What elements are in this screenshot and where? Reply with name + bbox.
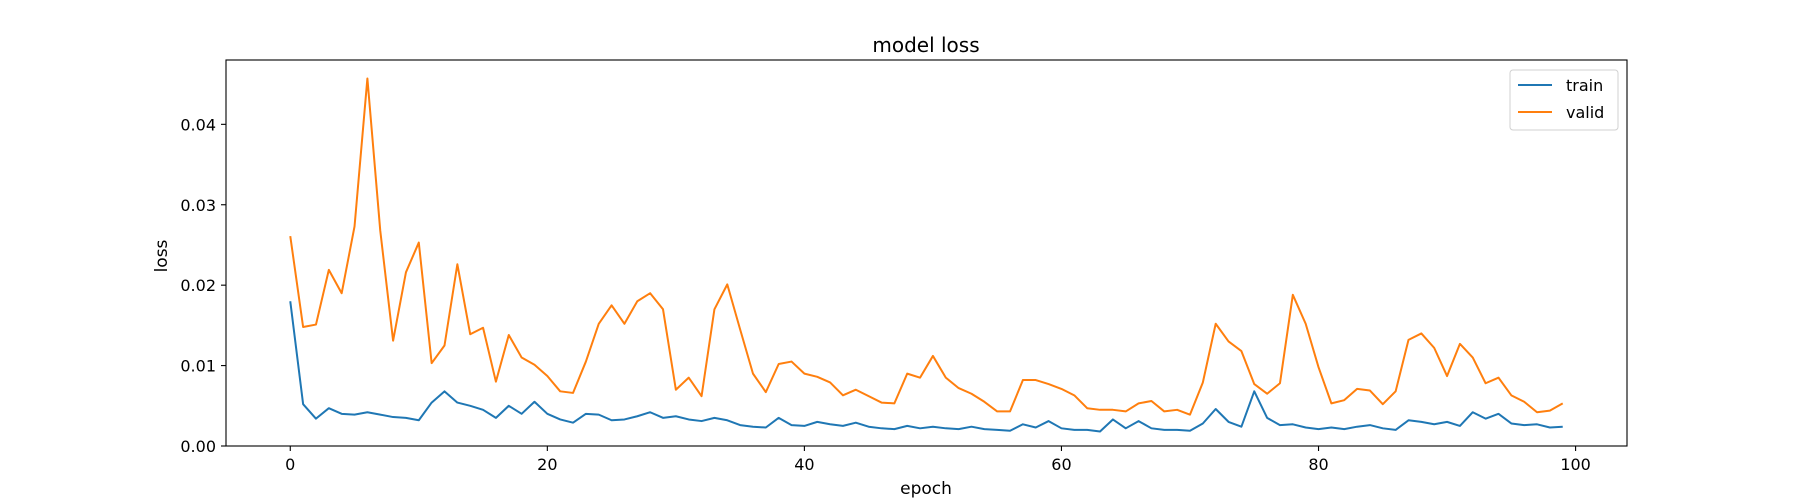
chart-title: model loss: [872, 33, 979, 57]
series-line-train: [289, 301, 1563, 433]
y-tick-label: 0.00: [180, 437, 216, 456]
plot-area: [226, 60, 1627, 446]
series-layer: [289, 77, 1564, 433]
x-tick-label: 80: [1308, 455, 1328, 474]
series-line-valid: [289, 77, 1564, 416]
x-tick-label: 40: [794, 455, 814, 474]
legend: train valid: [1509, 69, 1619, 131]
legend-label-train: train: [1566, 76, 1603, 95]
x-tick-label: 100: [1560, 455, 1591, 474]
y-tick-label: 0.02: [180, 276, 216, 295]
plot-frame: [225, 59, 1628, 447]
y-tick-label: 0.03: [180, 196, 216, 215]
x-tick-label: 0: [285, 455, 295, 474]
y-axis-label: loss: [152, 239, 172, 272]
x-axis-label: epoch: [900, 479, 952, 499]
legend-label-valid: valid: [1566, 103, 1604, 122]
y-tick-label: 0.01: [180, 357, 216, 376]
x-tick-label: 20: [537, 455, 557, 474]
y-tick-label: 0.04: [180, 115, 216, 134]
x-tick-label: 60: [1051, 455, 1071, 474]
